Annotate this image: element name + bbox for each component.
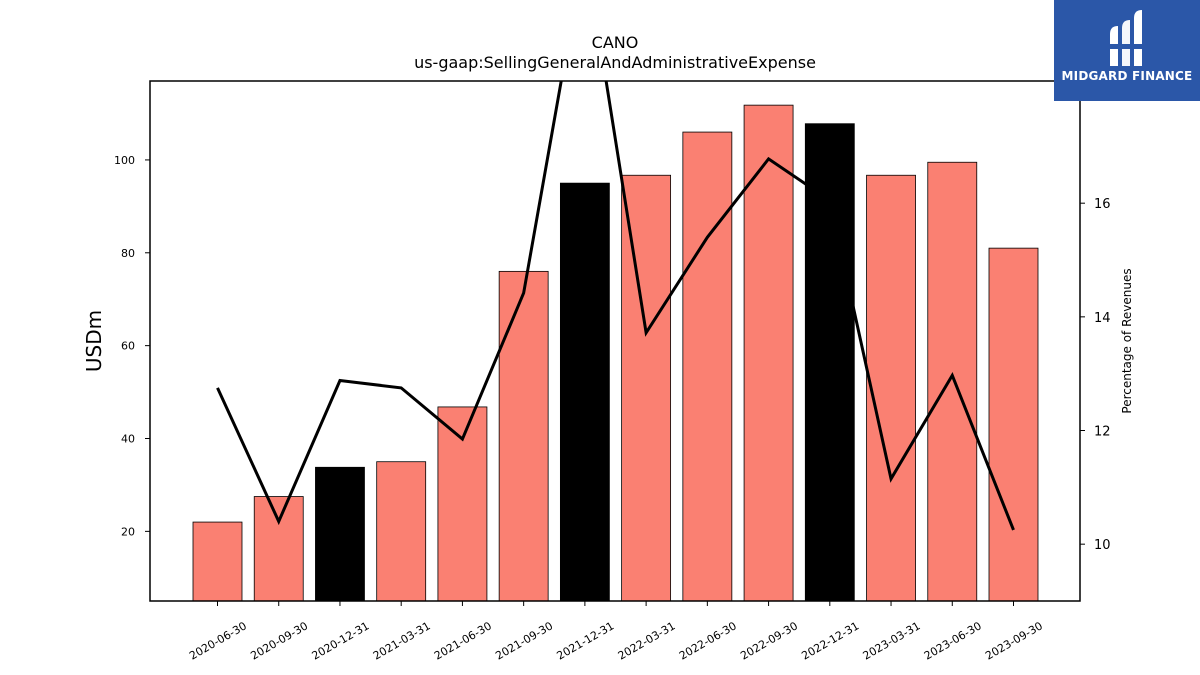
x-tick-label: 2021-09-30 xyxy=(493,619,555,662)
x-tick-label: 2023-03-31 xyxy=(861,619,923,662)
bar-series xyxy=(192,104,1039,602)
y2-axis-label: Percentage of Revenues xyxy=(1120,268,1134,413)
x-tick-label: 2023-06-30 xyxy=(922,619,984,662)
bar xyxy=(621,174,672,602)
x-tick-label: 2022-12-31 xyxy=(799,619,861,662)
bar xyxy=(682,131,733,602)
logo-mark-icon xyxy=(1108,10,1144,66)
x-tick-label: 2020-12-31 xyxy=(310,619,372,662)
x-tick-label: 2022-03-31 xyxy=(616,619,678,662)
x-tick-label: 2021-12-31 xyxy=(555,619,617,662)
bar xyxy=(253,496,304,602)
y2-tick-label: 12 xyxy=(1094,425,1111,440)
y-axis-right: 10 12 14 16 xyxy=(1080,197,1111,553)
y2-tick-label: 14 xyxy=(1094,311,1111,326)
x-tick-label: 2021-06-30 xyxy=(432,619,494,662)
y-tick-label: 40 xyxy=(121,433,135,446)
y2-tick-label: 10 xyxy=(1094,538,1111,553)
bar xyxy=(376,461,427,602)
bar xyxy=(559,182,610,602)
line-path xyxy=(216,81,1015,531)
chart-subtitle: us-gaap:SellingGeneralAndAdministrativeE… xyxy=(414,53,816,72)
y2-tick-label: 16 xyxy=(1094,197,1111,212)
bar xyxy=(804,123,855,602)
bar xyxy=(498,270,549,602)
chart-title: CANO xyxy=(592,33,639,52)
bar xyxy=(743,104,794,602)
y-tick-label: 60 xyxy=(121,340,135,353)
bar xyxy=(315,466,365,602)
logo-text: MIDGARD FINANCE xyxy=(1061,69,1193,83)
plot-frame xyxy=(149,80,1081,602)
line-series xyxy=(216,81,1015,531)
bar xyxy=(988,247,1039,602)
x-tick-label: 2020-06-30 xyxy=(187,619,249,662)
y-axis-label: USDm xyxy=(82,310,106,372)
x-tick-label: 2020-09-30 xyxy=(248,619,310,662)
x-tick-label: 2022-06-30 xyxy=(677,619,739,662)
y-tick-label: 100 xyxy=(114,154,135,167)
x-tick-label: 2022-09-30 xyxy=(738,619,800,662)
x-tick-label: 2021-03-31 xyxy=(371,619,433,662)
bar xyxy=(192,521,243,602)
brand-logo: MIDGARD FINANCE xyxy=(1054,0,1200,101)
x-tick-label: 2023-09-30 xyxy=(983,619,1045,662)
x-axis: 2020-06-30 2020-09-30 2020-12-31 2021-03-31… xyxy=(187,601,1045,663)
y-tick-label: 20 xyxy=(121,525,135,538)
y-tick-label: 80 xyxy=(121,247,135,260)
bar xyxy=(866,174,916,602)
bar xyxy=(927,161,978,602)
y-axis-left: 20 40 60 80 100 xyxy=(114,154,150,538)
